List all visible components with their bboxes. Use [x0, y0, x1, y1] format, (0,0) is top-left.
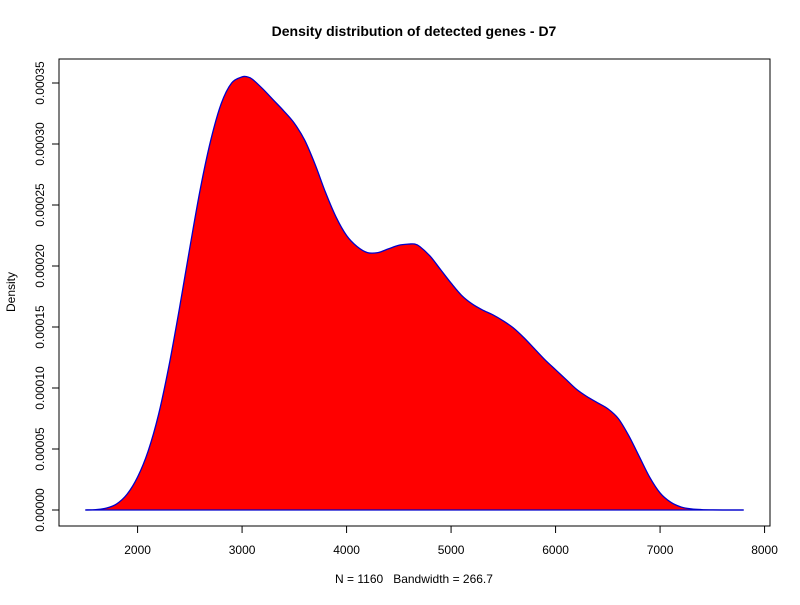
y-axis: 0.00000 0.00005 0.00010 0.00015 0.00020 0.000…: [33, 61, 60, 532]
x-tick-label: 2000: [124, 543, 151, 557]
plot-area: [85, 75, 744, 511]
y-tick-label: 0.00030: [33, 122, 47, 166]
x-tick-label: 3000: [229, 543, 256, 557]
x-tick-label: 4000: [333, 543, 360, 557]
x-tick-label: 5000: [438, 543, 465, 557]
chart-title: Density distribution of detected genes -…: [272, 23, 557, 39]
y-tick-label: 0.00010: [33, 366, 47, 410]
y-tick-label: 0.00015: [33, 305, 47, 349]
y-tick-label: 0.00005: [33, 427, 47, 471]
x-tick-label: 6000: [542, 543, 569, 557]
x-axis-label: N = 1160 Bandwidth = 266.7: [335, 572, 493, 586]
x-axis: 2000 3000 4000 5000 6000 7000 8000: [124, 525, 778, 557]
y-axis-label: Density: [4, 272, 18, 312]
x-tick-label: 8000: [751, 543, 778, 557]
x-tick-label: 7000: [647, 543, 674, 557]
density-curve: [85, 75, 744, 511]
y-tick-label: 0.00020: [33, 244, 47, 288]
y-tick-label: 0.00000: [33, 488, 47, 532]
density-area: [85, 76, 744, 511]
y-tick-label: 0.00035: [33, 61, 47, 105]
y-tick-label: 0.00025: [33, 183, 47, 227]
